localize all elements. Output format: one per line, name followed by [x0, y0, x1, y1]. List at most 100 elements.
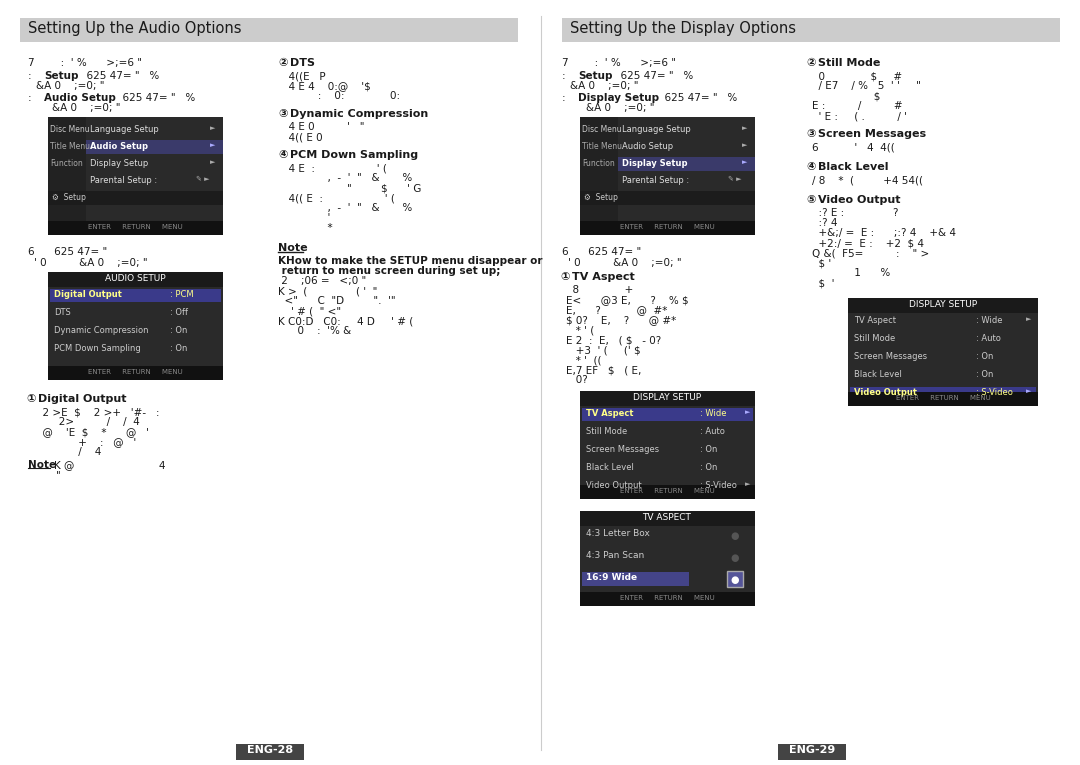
Bar [48, 117, 86, 235]
Text: @    'E  $    *      @   ': @ 'E $ * @ ' [36, 427, 149, 437]
Text: 8              +: 8 + [566, 285, 633, 295]
Text: Note: Note [278, 243, 308, 253]
Bar [48, 191, 222, 205]
Text: $ ': $ ' [812, 258, 832, 268]
Text: Video Output: Video Output [586, 481, 642, 490]
Text: :    0:              0:: : 0: 0: [282, 91, 400, 101]
Text: TV Aspect: TV Aspect [572, 272, 635, 282]
Text: Setup: Setup [44, 71, 79, 81]
Bar [50, 289, 221, 302]
Bar [848, 298, 1038, 313]
Text: 625 47= "   %: 625 47= " % [658, 93, 738, 103]
Text: Display Setup: Display Setup [622, 159, 688, 168]
Text: 625 47= "   %: 625 47= " % [80, 71, 159, 81]
Text: ►: ► [745, 481, 751, 487]
Text: *: * [282, 223, 333, 233]
Text: +&;/ =  E :      ;:? 4    +& 4: +&;/ = E : ;:? 4 +& 4 [812, 228, 956, 238]
Text: "         $      ' G: " $ ' G [282, 183, 421, 193]
Text: Screen Messages: Screen Messages [586, 445, 659, 454]
Bar [580, 191, 755, 205]
Text: ⚙  Setup: ⚙ Setup [584, 193, 618, 202]
Text: Language Setup: Language Setup [90, 125, 159, 134]
Text: / E7    / %   5  ' '     ": / E7 / % 5 ' ' " [812, 81, 921, 91]
Text: <"      C  "D         ".  '": <" C "D ". '" [278, 296, 395, 306]
Text: ④: ④ [806, 162, 815, 172]
Text: ①: ① [26, 394, 36, 404]
Text: :? 4: :? 4 [812, 218, 837, 228]
Bar [580, 511, 755, 606]
Text: ": " [56, 470, 60, 480]
Text: ③: ③ [806, 129, 815, 139]
Text: : Wide: : Wide [976, 316, 1002, 325]
Text: ►: ► [210, 159, 215, 165]
Text: ENTER     RETURN     MENU: ENTER RETURN MENU [620, 224, 714, 230]
Text: 6      625 47= ": 6 625 47= " [562, 247, 642, 257]
Text: ⚙  Setup: ⚙ Setup [52, 193, 86, 202]
Text: ►: ► [1026, 388, 1031, 394]
Bar [580, 485, 755, 499]
Text: 4 E 4    0:@    '$: 4 E 4 0:@ '$ [282, 81, 370, 91]
Text: : PCM: : PCM [170, 290, 193, 299]
Text: ,  -  '  "   &       %: , - ' " & % [282, 203, 413, 213]
Bar [727, 571, 743, 587]
Text: 0?: 0? [566, 375, 588, 385]
Text: Function: Function [50, 159, 83, 168]
Text: ►: ► [742, 159, 747, 165]
Text: Note: Note [28, 460, 56, 470]
Text: K C0:D   C0:     4 D     ' # (: K C0:D C0: 4 D ' # ( [278, 316, 414, 326]
Text: ENTER     RETURN     MENU: ENTER RETURN MENU [895, 395, 990, 401]
Text: Display Setup: Display Setup [90, 159, 148, 168]
Bar [580, 117, 755, 235]
Text: 7        :  ' %      >;=6 ": 7 : ' % >;=6 " [28, 58, 141, 68]
Text: ►: ► [210, 125, 215, 131]
Text: :? E :               ?: :? E : ? [812, 208, 899, 218]
Text: ③: ③ [278, 109, 287, 119]
Text: Setting Up the Audio Options: Setting Up the Audio Options [28, 21, 242, 36]
Text: ,  -  '  "   &       %: , - ' " & % [282, 173, 413, 183]
Text: ④: ④ [278, 150, 287, 160]
Text: Setting Up the Display Options: Setting Up the Display Options [570, 21, 796, 36]
Bar [48, 272, 222, 287]
Text: 4((E   P: 4((E P [282, 71, 326, 81]
Text: * '  ((: * ' (( [566, 355, 602, 365]
Bar [86, 140, 222, 154]
Text: ①: ① [561, 272, 569, 282]
Text: 4 E  :                   ' (: 4 E : ' ( [282, 163, 387, 173]
Text: TV Aspect: TV Aspect [854, 316, 896, 325]
Text: Dynamic Compression: Dynamic Compression [291, 109, 429, 119]
Text: E :          /          #: E : / # [812, 101, 903, 111]
Text: K @                          4: K @ 4 [54, 460, 165, 470]
Text: 4:3 Letter Box: 4:3 Letter Box [586, 529, 650, 538]
Text: 6      625 47= ": 6 625 47= " [28, 247, 107, 257]
Text: 625 47= "   %: 625 47= " % [615, 71, 693, 81]
Text: 4:3 Pan Scan: 4:3 Pan Scan [586, 551, 645, 560]
Text: $: $ [812, 91, 880, 101]
Text: : Wide: : Wide [700, 409, 727, 418]
Text: 7        :  ' %      >;=6 ": 7 : ' % >;=6 " [562, 58, 676, 68]
Text: PCM Down Sampling: PCM Down Sampling [291, 150, 418, 160]
Text: TV ASPECT: TV ASPECT [643, 513, 691, 522]
Text: ' # (  " <": ' # ( " <" [278, 306, 341, 316]
Text: TV Aspect: TV Aspect [586, 409, 634, 418]
Text: Video Output: Video Output [818, 195, 901, 205]
Text: ✎ ►: ✎ ► [195, 176, 210, 182]
Text: ' 0          &A 0    ;=0; ": ' 0 &A 0 ;=0; " [33, 258, 148, 268]
Text: Disc Menu: Disc Menu [582, 125, 622, 134]
Text: 2>          /    /  4: 2> / / 4 [36, 417, 139, 427]
Text: 4 E 0          '   ": 4 E 0 ' " [282, 122, 365, 132]
Text: ': ' [282, 213, 330, 223]
Text: : On: : On [170, 326, 187, 335]
Text: 625 47= "   %: 625 47= " % [116, 93, 195, 103]
Text: Disc Menu: Disc Menu [50, 125, 90, 134]
Text: return to menu screen during set up;: return to menu screen during set up; [278, 266, 500, 276]
Text: &A 0    ;=0; ": &A 0 ;=0; " [586, 103, 654, 113]
Text: &A 0    ;=0; ": &A 0 ;=0; " [36, 81, 105, 91]
Text: E,      ?           @  #*: E, ? @ #* [566, 305, 667, 315]
Text: ►: ► [745, 409, 751, 415]
Text: ENTER     RETURN     MENU: ENTER RETURN MENU [620, 488, 714, 494]
Text: $ 0?    E,    ?      @ #*: $ 0? E, ? @ #* [566, 315, 676, 325]
Text: Function: Function [582, 159, 615, 168]
Text: Still Mode: Still Mode [818, 58, 880, 68]
Text: : Auto: : Auto [976, 334, 1001, 343]
Text: ' 0          &A 0    ;=0; ": ' 0 &A 0 ;=0; " [568, 258, 681, 268]
